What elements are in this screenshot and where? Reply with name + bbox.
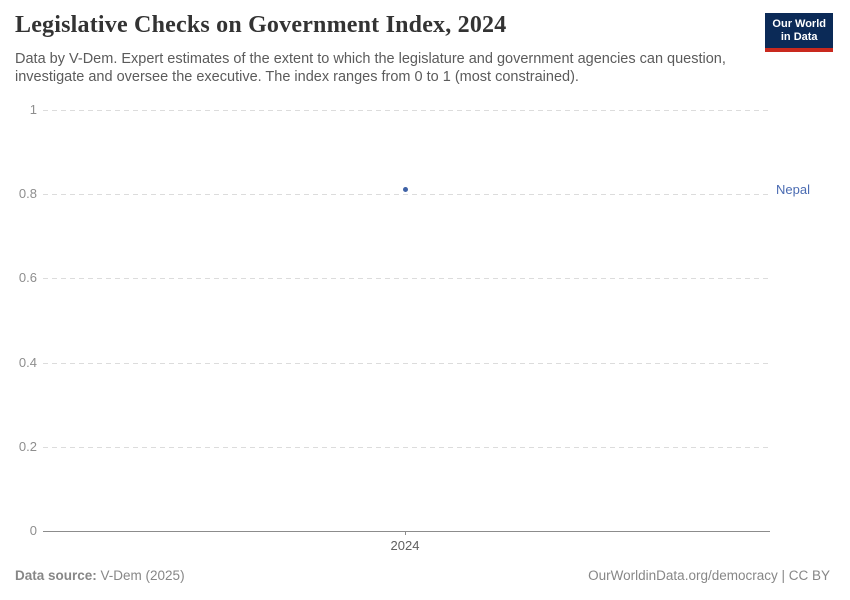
gridline <box>43 446 770 448</box>
x-axis-tick <box>405 531 406 535</box>
data-point-marker[interactable] <box>402 187 408 193</box>
x-tick-label: 2024 <box>390 538 420 553</box>
chart-subtitle: Data by V-Dem. Expert estimates of the e… <box>15 51 726 85</box>
y-tick-label: 0.2 <box>18 438 37 454</box>
y-tick-label: 0.8 <box>18 186 37 202</box>
y-tick-label: 1 <box>29 102 37 117</box>
gridline <box>43 362 770 364</box>
source-value: V-Dem (2025) <box>96 568 185 583</box>
gridline <box>43 110 770 111</box>
owid-logo-line2: in Data <box>780 31 818 43</box>
y-tick-label: 0.4 <box>18 354 37 370</box>
gridline <box>43 278 770 280</box>
x-axis-line <box>43 531 770 532</box>
y-tick-label: 0 <box>29 523 37 538</box>
footer-credit-link[interactable]: OurWorldinData.org/democracy | CC BY <box>588 568 830 583</box>
gridline <box>43 194 770 196</box>
source-label: Data source: <box>15 568 97 583</box>
y-tick-label: 0.6 <box>18 270 37 286</box>
chart-title: Legislative Checks on Government Index, … <box>15 12 507 38</box>
footer-source: Data source: V-Dem (2025) <box>15 568 185 583</box>
owid-logo: Our World in Data <box>765 13 833 52</box>
entity-label[interactable]: Nepal <box>776 181 810 197</box>
owid-logo-line1: Our World <box>772 18 826 30</box>
